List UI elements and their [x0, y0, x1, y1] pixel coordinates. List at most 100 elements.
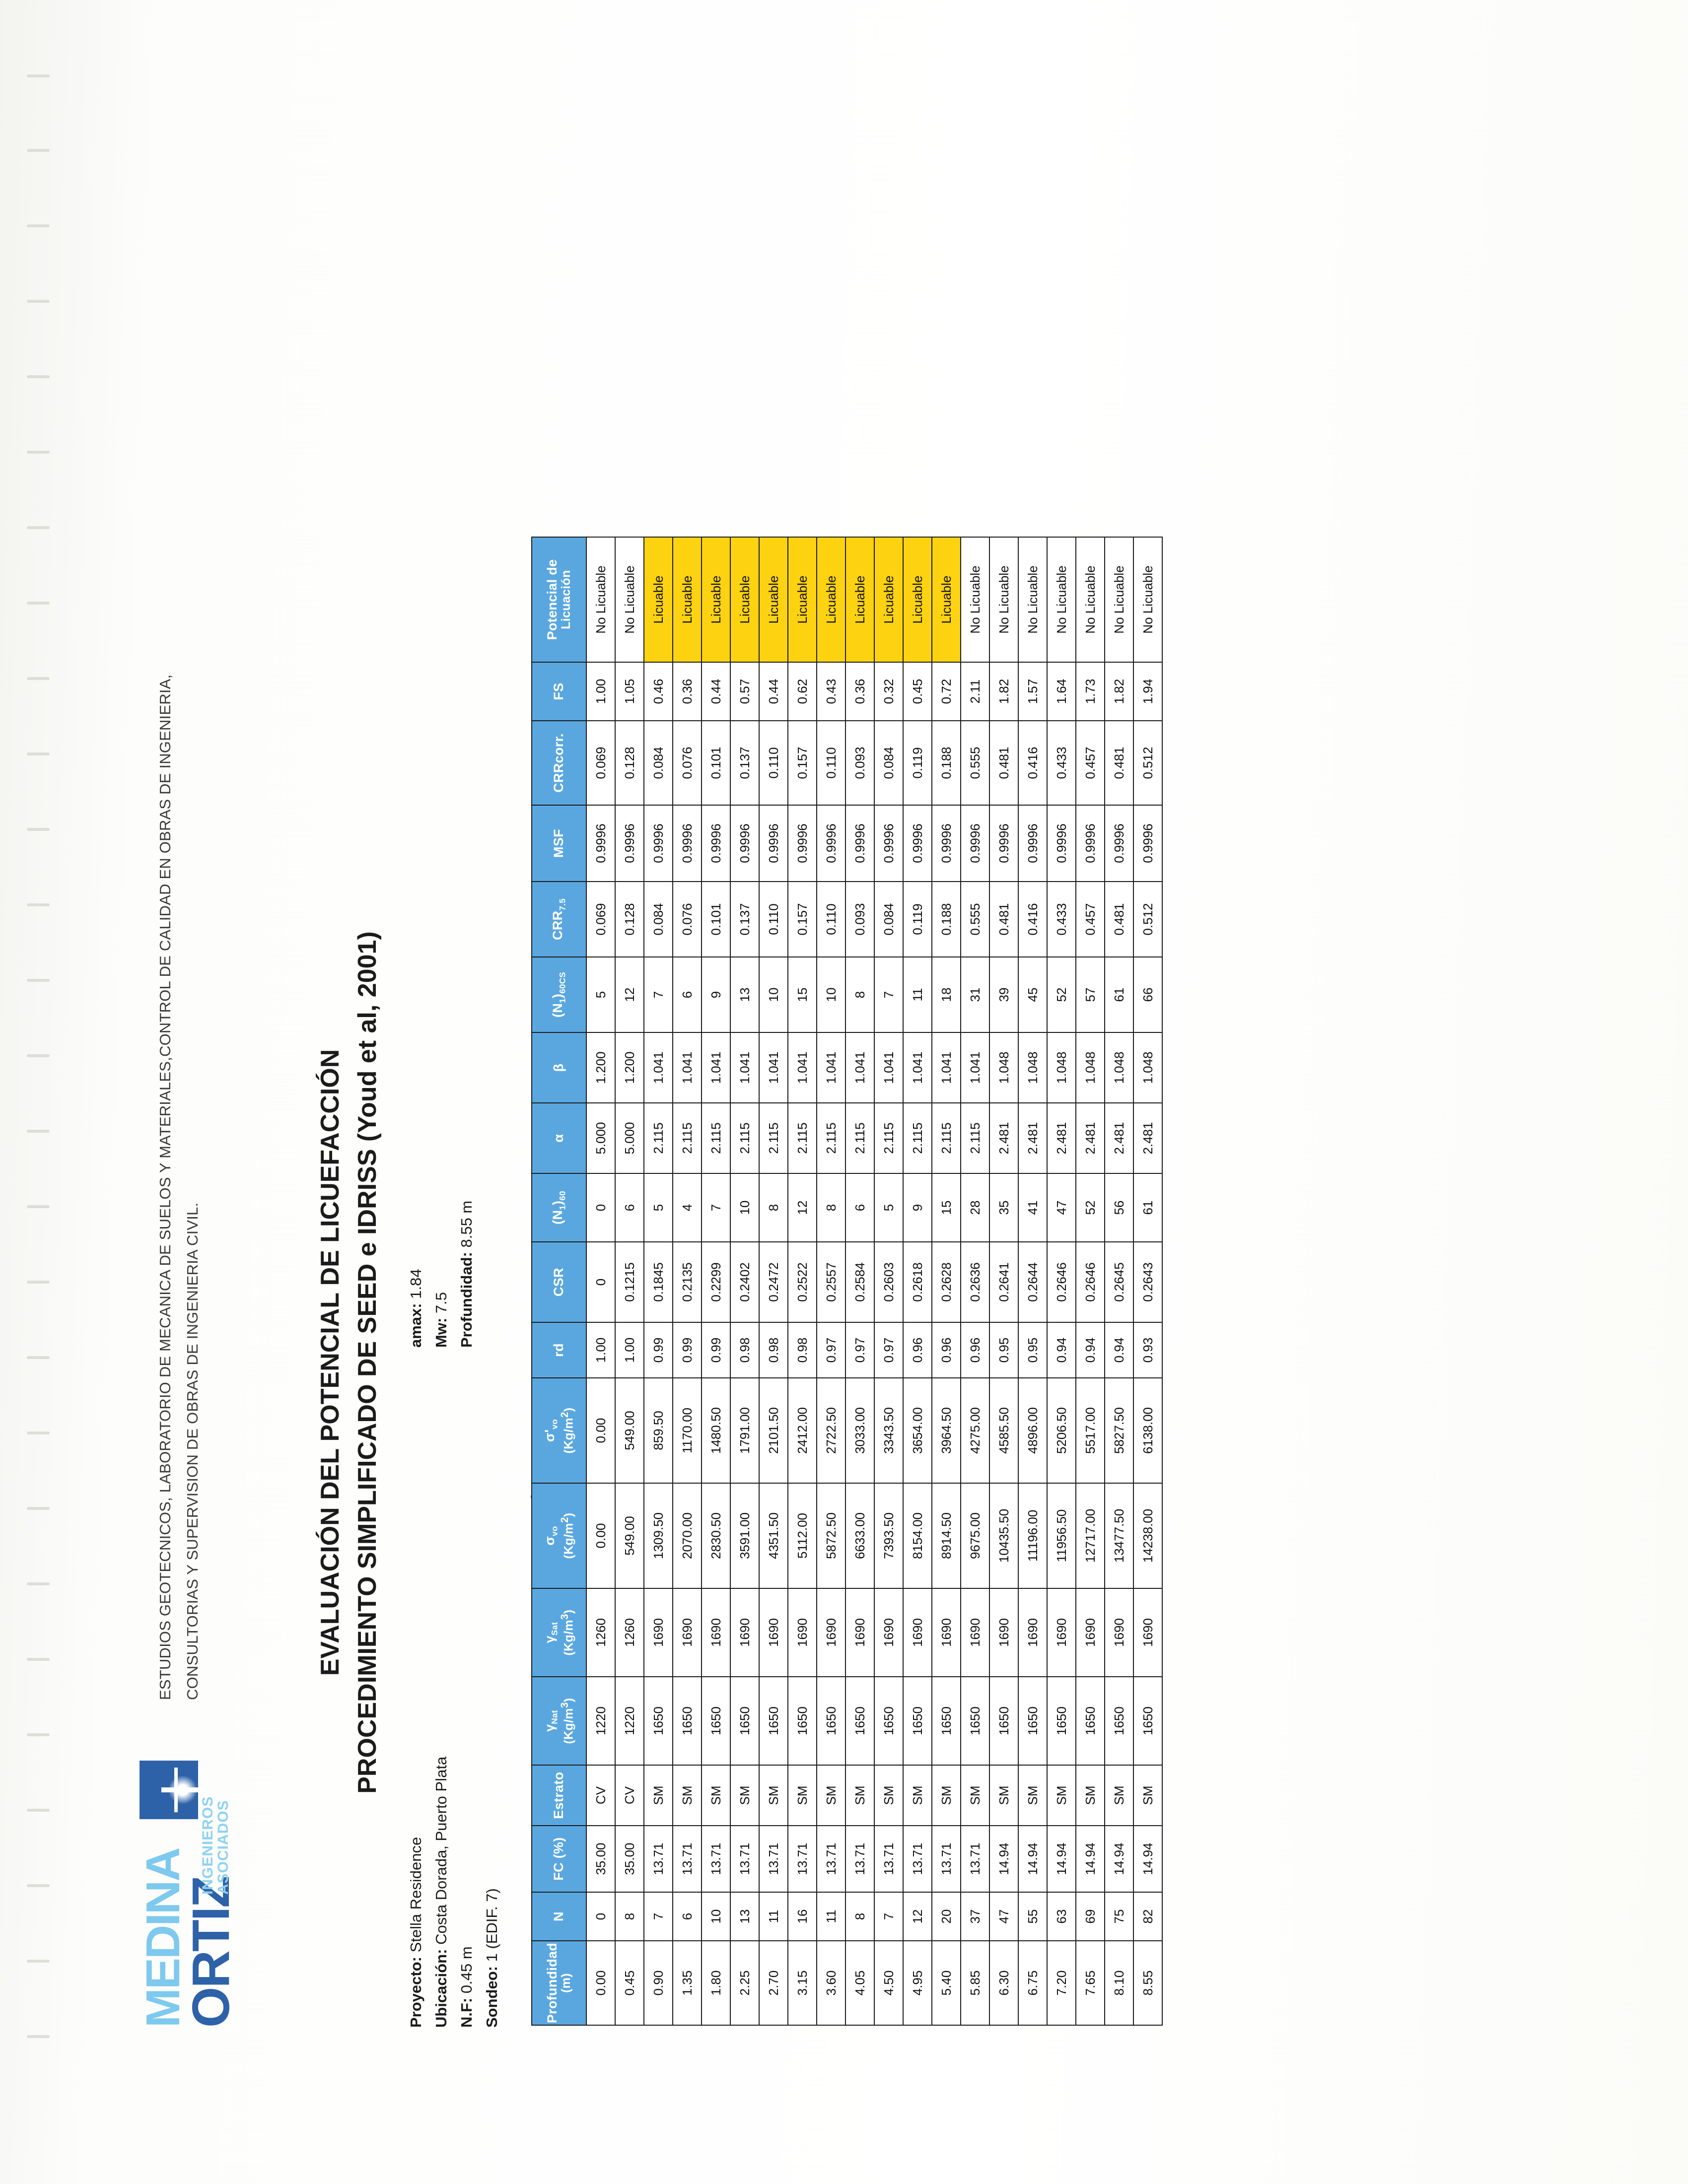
cell-csr: 0.1845 — [644, 1242, 673, 1322]
table-row: 7.65 69 14.94 SM 1650 1690 12717.00 5517.00 0.94… — [1076, 537, 1105, 2025]
cell-estrato: SM — [788, 1765, 817, 1826]
cell-sigma-vo-eff: 6138.00 — [1133, 1378, 1162, 1483]
cell-potencial: No Licuable — [961, 537, 989, 662]
cell-rd: 0.94 — [1047, 1322, 1076, 1378]
cell-fc: 13.71 — [730, 1826, 759, 1892]
cell-msf: 0.9996 — [932, 805, 961, 882]
cell-beta: 1.041 — [903, 1032, 932, 1103]
cell-n160cs: 45 — [1018, 957, 1047, 1032]
project-ubicacion: Ubicación: Costa Dorada, Puerto Plata — [432, 1757, 450, 2028]
cell-fs: 1.05 — [615, 662, 644, 721]
cell-fc: 13.71 — [702, 1826, 730, 1892]
cell-estrato: SM — [1133, 1765, 1162, 1826]
cell-csr: 0.2643 — [1133, 1242, 1162, 1322]
cell-n: 8 — [845, 1892, 874, 1941]
cell-gamma-nat: 1650 — [702, 1677, 730, 1765]
cell-msf: 0.9996 — [615, 805, 644, 882]
cell-beta: 1.041 — [644, 1032, 673, 1103]
cell-profundidad: 3.15 — [788, 1941, 817, 2025]
cell-crr75: 0.076 — [673, 882, 702, 957]
cell-n160cs: 11 — [903, 957, 932, 1032]
cell-profundidad: 6.30 — [989, 1941, 1018, 2025]
cell-n160: 4 — [673, 1173, 702, 1242]
cell-crr75: 0.110 — [759, 882, 788, 957]
cell-potencial: No Licuable — [586, 537, 615, 662]
param-profundidad-label: Profundidad: — [458, 1252, 475, 1348]
cell-gamma-nat: 1650 — [961, 1677, 989, 1765]
cell-n: 47 — [989, 1892, 1018, 1941]
cell-csr: 0.2135 — [673, 1242, 702, 1322]
cell-fs: 0.45 — [903, 662, 932, 721]
cell-beta: 1.041 — [932, 1032, 961, 1103]
star-burst-icon — [140, 1761, 205, 1819]
table-row: 0.45 8 35.00 CV 1220 1260 549.00 549.00 1.00 0.12… — [615, 537, 644, 2025]
cell-gamma-sat: 1690 — [788, 1588, 817, 1677]
cell-sigma-vo: 3591.00 — [730, 1483, 759, 1588]
cell-n160cs: 39 — [989, 957, 1018, 1032]
cell-crr75: 0.110 — [817, 882, 845, 957]
table-row: 8.10 75 14.94 SM 1650 1690 13477.50 5827.50 0.94… — [1105, 537, 1133, 2025]
cell-n160cs: 10 — [759, 957, 788, 1032]
cell-alpha: 2.115 — [817, 1103, 845, 1173]
cell-sigma-vo-eff: 1480.50 — [702, 1378, 730, 1483]
cell-sigma-vo-eff: 5827.50 — [1105, 1378, 1133, 1483]
cell-estrato: CV — [615, 1765, 644, 1826]
cell-alpha: 2.481 — [989, 1103, 1018, 1173]
cell-potencial: Licuable — [759, 537, 788, 662]
cell-estrato: CV — [586, 1765, 615, 1826]
cell-msf: 0.9996 — [788, 805, 817, 882]
cell-fs: 0.62 — [788, 662, 817, 721]
cell-sigma-vo: 5872.50 — [817, 1483, 845, 1588]
cell-crrcorr: 0.110 — [817, 721, 845, 805]
col-header-beta: β — [532, 1032, 586, 1103]
project-nf-value: 0.45 m — [458, 1946, 475, 1994]
cell-crrcorr: 0.084 — [644, 721, 673, 805]
cell-n160: 15 — [932, 1173, 961, 1242]
cell-crrcorr: 0.188 — [932, 721, 961, 805]
cell-crr75: 0.457 — [1076, 882, 1105, 957]
cell-beta: 1.048 — [1133, 1032, 1162, 1103]
cell-alpha: 2.115 — [961, 1103, 989, 1173]
logo-tagline-line2: ASOCIADOS — [215, 1800, 232, 1895]
cell-potencial: No Licuable — [989, 537, 1018, 662]
cell-crr75: 0.188 — [932, 882, 961, 957]
cell-n: 69 — [1076, 1892, 1105, 1941]
project-proyecto: Proyecto: Stella Residence — [407, 1837, 425, 2028]
cell-fc: 13.71 — [932, 1826, 961, 1892]
cell-msf: 0.9996 — [961, 805, 989, 882]
cell-sigma-vo-eff: 3343.50 — [874, 1378, 903, 1483]
cell-estrato: SM — [903, 1765, 932, 1826]
cell-estrato: SM — [932, 1765, 961, 1826]
cell-n160cs: 5 — [586, 957, 615, 1032]
cell-msf: 0.9996 — [817, 805, 845, 882]
cell-rd: 1.00 — [615, 1322, 644, 1378]
cell-sigma-vo: 11956.50 — [1047, 1483, 1076, 1588]
cell-rd: 0.95 — [1018, 1322, 1047, 1378]
cell-rd: 0.98 — [788, 1322, 817, 1378]
cell-profundidad: 4.95 — [903, 1941, 932, 2025]
cell-n: 37 — [961, 1892, 989, 1941]
cell-crr75: 0.093 — [845, 882, 874, 957]
cell-csr: 0.2641 — [989, 1242, 1018, 1322]
cell-sigma-vo: 7393.50 — [874, 1483, 903, 1588]
table-header-row: Profundidad (m) N FC (%) Estrato γNat (Kg/… — [532, 537, 586, 2025]
cell-sigma-vo-eff: 549.00 — [615, 1378, 644, 1483]
cell-sigma-vo-eff: 859.50 — [644, 1378, 673, 1483]
cell-potencial: No Licuable — [1133, 537, 1162, 662]
cell-profundidad: 4.50 — [874, 1941, 903, 2025]
cell-crr75: 0.101 — [702, 882, 730, 957]
cell-n: 20 — [932, 1892, 961, 1941]
cell-beta: 1.041 — [673, 1032, 702, 1103]
cell-profundidad: 0.00 — [586, 1941, 615, 2025]
cell-csr: 0.2628 — [932, 1242, 961, 1322]
cell-n: 7 — [874, 1892, 903, 1941]
cell-beta: 1.041 — [730, 1032, 759, 1103]
cell-n160cs: 66 — [1133, 957, 1162, 1032]
cell-gamma-nat: 1650 — [817, 1677, 845, 1765]
cell-potencial: No Licuable — [1076, 537, 1105, 662]
letterhead-line-2: CONSULTORIAS Y SUPERVISION DE OBRAS DE I… — [184, 1202, 201, 1700]
cell-profundidad: 1.80 — [702, 1941, 730, 2025]
table-header: Profundidad (m) N FC (%) Estrato γNat (Kg/… — [532, 537, 586, 2025]
cell-n160: 41 — [1018, 1173, 1047, 1242]
cell-sigma-vo-eff: 4275.00 — [961, 1378, 989, 1483]
